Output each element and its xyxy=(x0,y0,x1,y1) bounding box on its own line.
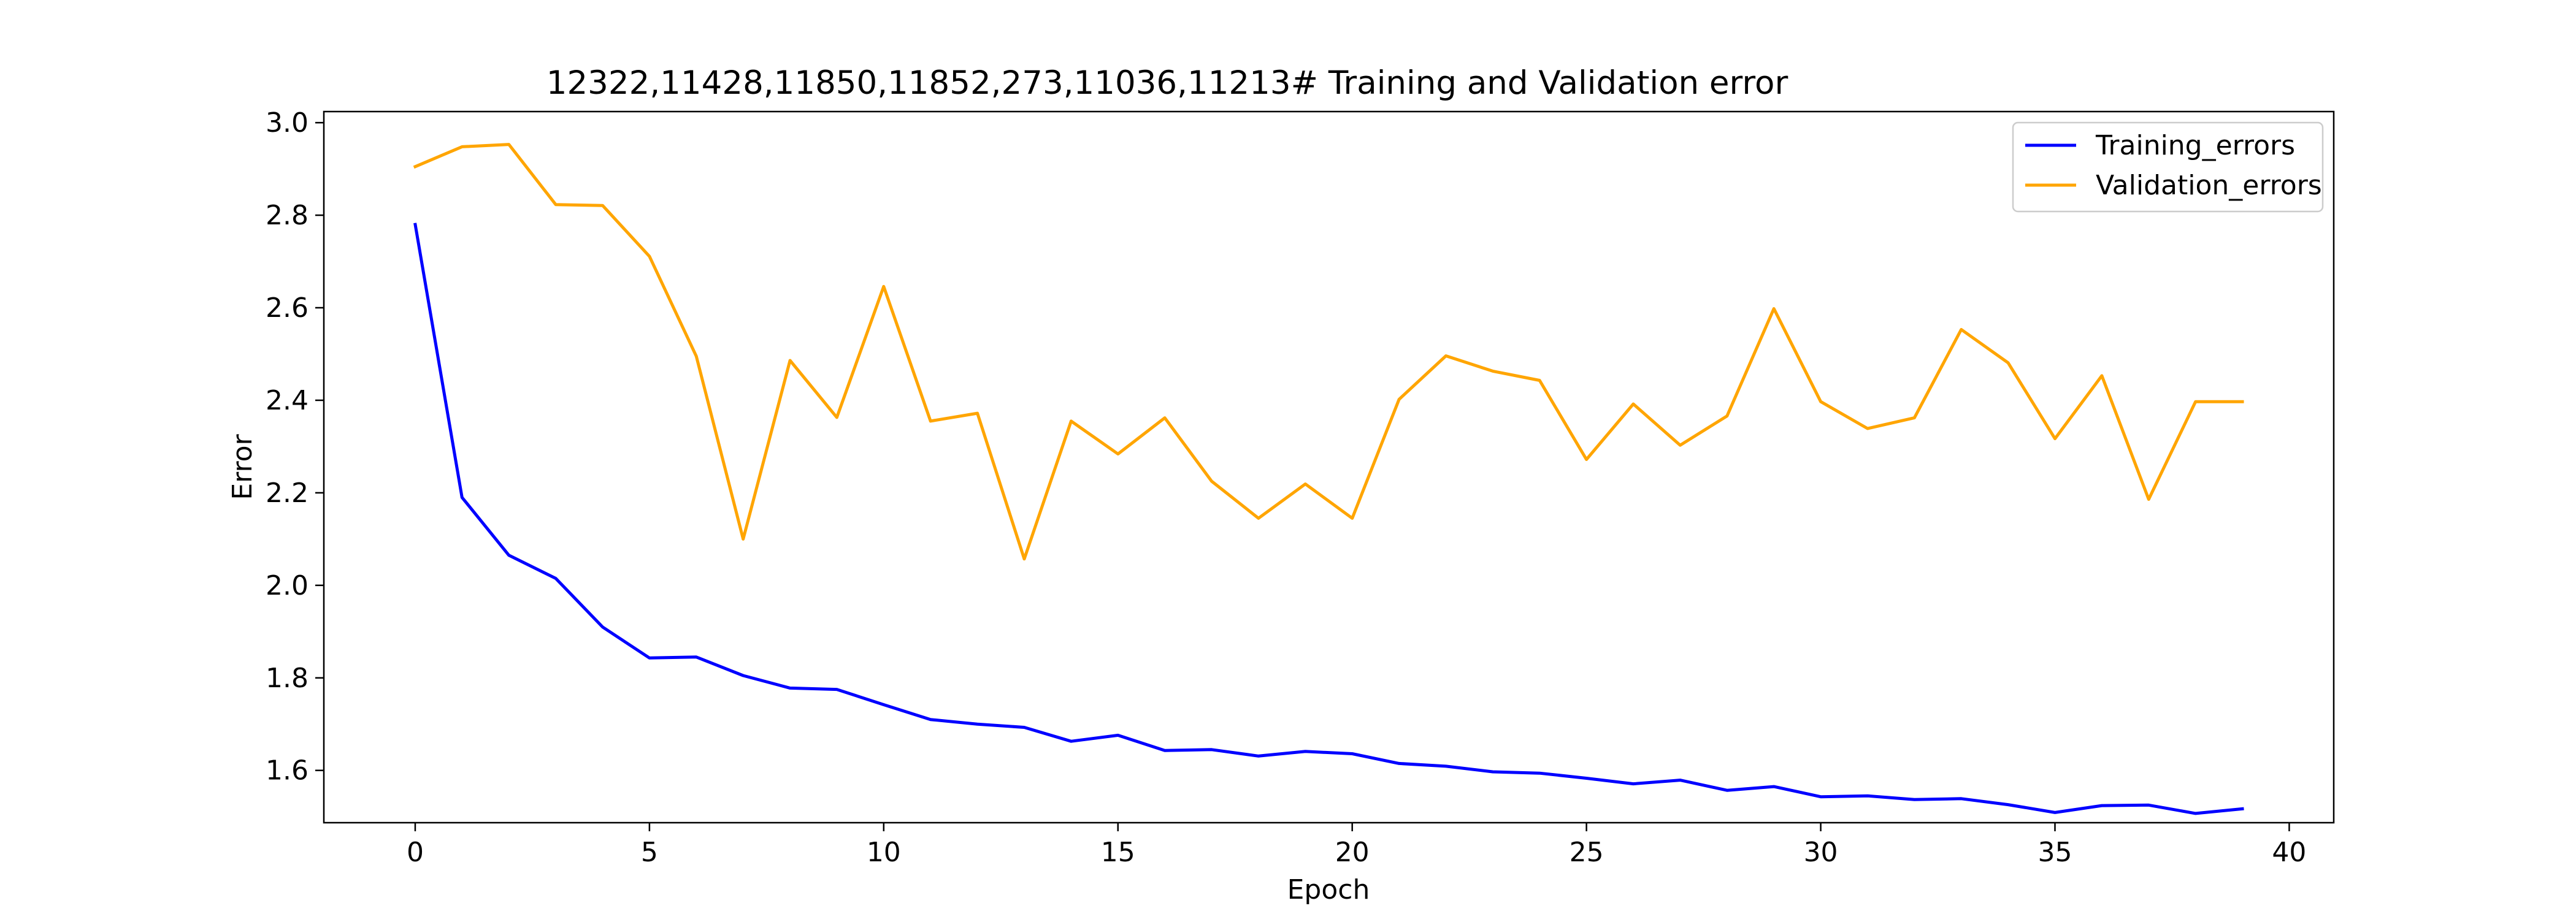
training-errors-line xyxy=(413,223,2244,815)
y-tick-label: 2.0 xyxy=(266,570,309,601)
y-tick-label: 3.0 xyxy=(266,107,309,139)
y-tick-label: 1.8 xyxy=(266,663,309,694)
y-tick-label: 1.6 xyxy=(266,755,309,787)
y-tick-label: 2.6 xyxy=(266,292,309,324)
y-axis-label: Error xyxy=(227,433,258,500)
y-axis: 1.6 1.8 2.0 2.2 2.4 2.6 2.8 3.0 xyxy=(266,107,324,787)
x-tick-label: 0 xyxy=(407,837,424,868)
x-axis-label: Epoch xyxy=(1287,874,1370,905)
x-axis: 0 5 10 15 20 25 30 35 40 xyxy=(407,823,2306,868)
y-tick-label: 2.4 xyxy=(266,385,309,416)
y-tick-label: 2.2 xyxy=(266,478,309,509)
series-layer xyxy=(413,143,2244,815)
legend: Training_errors Validation_errors xyxy=(2012,121,2324,213)
legend-box xyxy=(2012,121,2324,213)
x-tick-label: 40 xyxy=(2272,837,2306,868)
legend-label-validation: Validation_errors xyxy=(2096,170,2322,201)
plot-area xyxy=(323,110,2335,824)
x-tick-label: 15 xyxy=(1101,837,1135,868)
x-tick-label: 25 xyxy=(1570,837,1604,868)
x-tick-label: 20 xyxy=(1335,837,1370,868)
x-tick-label: 5 xyxy=(641,837,658,868)
x-tick-label: 35 xyxy=(2037,837,2072,868)
legend-label-training: Training_errors xyxy=(2095,130,2295,161)
x-tick-label: 10 xyxy=(867,837,901,868)
plot-frame xyxy=(323,110,2335,824)
y-tick-label: 2.8 xyxy=(266,200,309,231)
validation-errors-line xyxy=(413,143,2244,561)
chart-title: 12322,11428,11850,11852,273,11036,11213#… xyxy=(546,64,1788,102)
x-tick-label: 30 xyxy=(1804,837,1838,868)
